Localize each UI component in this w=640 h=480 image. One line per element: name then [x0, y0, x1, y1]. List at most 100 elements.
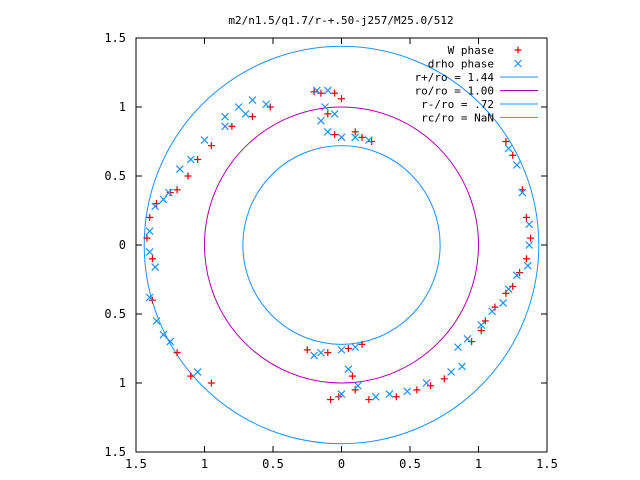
w-phase-point: [351, 128, 359, 136]
w-phase-point: [365, 396, 373, 404]
drho-phase-point: [166, 337, 175, 346]
y-tick-label: 0.5: [104, 307, 126, 321]
y-tick-label: 1: [119, 100, 126, 114]
legend-label: ro/ro = 1.00: [415, 85, 494, 98]
drho-phase-point: [523, 261, 532, 270]
drho-phase-point: [310, 351, 319, 360]
w-phase-point: [527, 234, 535, 242]
w-phase-point: [148, 255, 156, 263]
legend-label: rc/ro = NaN: [421, 112, 494, 125]
w-phase-point: [522, 255, 530, 263]
drho-phase-point: [525, 220, 534, 229]
w-phase-point: [166, 189, 174, 197]
drho-phase-point: [385, 390, 394, 398]
w-phase-point: [248, 113, 256, 121]
w-phase-point: [187, 372, 195, 380]
circle-roro: [204, 106, 479, 384]
drho-phase-point: [337, 390, 346, 398]
legend-label: r+/ro = 1.44: [415, 71, 495, 84]
drho-phase-point: [151, 263, 160, 272]
drho-phase-point: [525, 241, 534, 249]
drho-phase-point: [518, 188, 527, 197]
w-phase-point: [324, 349, 332, 357]
drho-phase-point: [145, 247, 154, 256]
drho-phase-point: [447, 368, 456, 376]
y-tick-label: 1: [119, 376, 126, 390]
w-phase-point: [413, 386, 421, 394]
drho-phase-point: [403, 387, 412, 396]
x-tick-label: 0: [338, 457, 345, 471]
legend-marker: [514, 46, 522, 54]
x-tick-label: 0.5: [262, 457, 284, 471]
w-phase-point: [509, 282, 517, 290]
w-phase-point: [522, 213, 530, 221]
drho-phase-point: [317, 348, 325, 357]
drho-phase-point: [488, 307, 497, 316]
w-phase-point: [146, 213, 154, 221]
drho-phase-point: [512, 161, 521, 169]
y-tick-label: 1.5: [104, 31, 126, 45]
w-phase-point: [266, 103, 274, 111]
w-phase-point: [303, 346, 311, 354]
drho-phase-point: [145, 227, 154, 236]
w-phase-point: [358, 133, 366, 141]
drho-phase-point: [337, 345, 346, 354]
drho-phase-point: [234, 103, 243, 111]
w-phase-point: [327, 396, 335, 404]
drho-phase-point: [371, 392, 380, 401]
y-tick-label: 1.5: [104, 445, 126, 459]
w-phase-point: [358, 340, 366, 348]
w-phase-point: [392, 393, 400, 401]
chart-title: m2/n1.5/q1.7/r-+.50-j257/M25.0/512: [228, 14, 453, 27]
w-phase-point: [468, 338, 476, 346]
drho-phase-point: [458, 362, 466, 371]
drho-phase-point: [321, 103, 329, 111]
w-phase-point: [440, 375, 448, 383]
w-phase-point: [344, 345, 352, 352]
drho-phase-point: [364, 136, 373, 145]
drho-phase-point: [159, 195, 168, 204]
drho-phase-point: [175, 165, 184, 174]
w-phase-point: [477, 327, 485, 335]
x-tick-label: 0.5: [399, 457, 421, 471]
legend-marker: [514, 59, 522, 68]
drho-phase-point: [262, 100, 271, 109]
data-points: [143, 86, 535, 404]
drho-phase-point: [463, 334, 472, 343]
w-phase-point: [502, 289, 510, 297]
legend-label: r-/ro = .72: [421, 98, 494, 111]
w-phase-point: [427, 382, 435, 390]
drho-phase-point: [330, 109, 339, 118]
circle-r+ro: [143, 45, 540, 445]
w-phase-point: [509, 151, 517, 159]
w-phase-point: [207, 379, 215, 387]
drho-phase-point: [344, 365, 353, 374]
w-phase-point: [368, 138, 376, 145]
drho-phase-point: [221, 122, 229, 131]
w-phase-point: [207, 142, 215, 150]
y-tick-label: 0: [119, 238, 126, 252]
drho-phase-point: [477, 321, 486, 329]
w-phase-point: [491, 303, 499, 311]
w-phase-point: [348, 372, 356, 380]
w-phase-point: [143, 234, 151, 242]
x-tick-label: 1.5: [125, 457, 147, 471]
drho-phase-point: [164, 188, 173, 197]
w-phase-point: [324, 110, 332, 118]
drho-phase-point: [499, 299, 508, 307]
w-phase-point: [310, 88, 318, 96]
drho-phase-point: [351, 133, 360, 142]
x-tick-label: 1: [201, 457, 208, 471]
drho-phase-point: [248, 96, 257, 105]
w-phase-point: [173, 186, 181, 194]
drho-phase-point: [186, 155, 195, 164]
drho-phase-point: [152, 316, 161, 325]
legend-label: drho phase: [428, 58, 494, 71]
w-phase-point: [153, 200, 161, 208]
drho-phase-point: [151, 202, 160, 211]
reference-circles: [143, 45, 540, 445]
circle-r-ro: [242, 145, 441, 345]
